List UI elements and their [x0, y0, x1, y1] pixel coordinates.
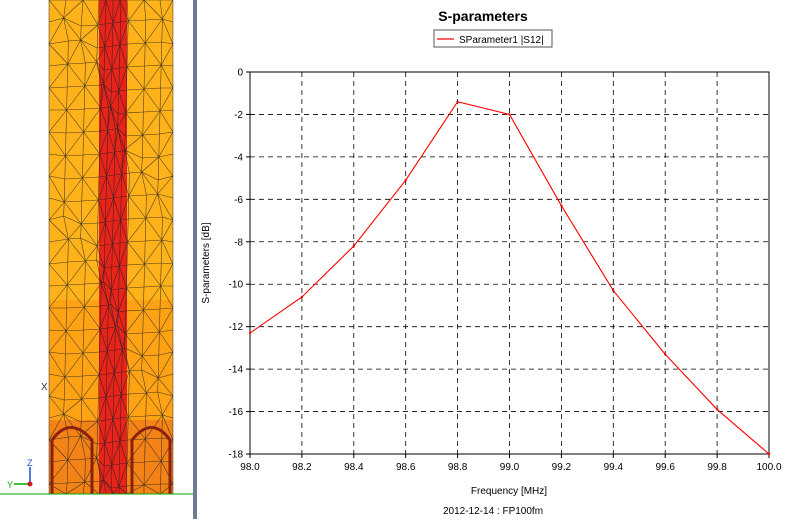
data-point	[612, 289, 615, 292]
y-tick-label: -18	[229, 450, 244, 461]
plot-panel: S-parameters SParameter1 |S12| 98.0 98.2 9…	[197, 0, 800, 519]
x-tick-label: 99.4	[604, 462, 624, 473]
data-point	[508, 113, 511, 116]
axis-origin-icon	[27, 481, 33, 487]
x-tick-label: 98.2	[292, 462, 312, 473]
y-tick-label: -14	[229, 365, 244, 376]
mesh-edges	[48, 0, 174, 495]
data-point	[560, 204, 563, 207]
mesh-arc-right	[130, 426, 172, 494]
x-tick-label: 98.4	[344, 462, 364, 473]
y-axis-label: S-parameters [dB]	[201, 222, 212, 303]
series-layer	[248, 100, 771, 456]
y-tick-label: -16	[229, 407, 244, 418]
legend-label: SParameter1 |S12|	[459, 35, 544, 46]
x-tick-label: 100.0	[756, 462, 781, 473]
x-tick-label: 98.0	[240, 462, 260, 473]
y-tick-label: -2	[234, 110, 243, 121]
data-point	[456, 100, 459, 103]
y-tick-label: -10	[229, 280, 244, 291]
mesh-view[interactable]: Z Y X	[0, 0, 193, 519]
y-tick-label: -8	[234, 237, 243, 248]
data-point	[248, 331, 252, 335]
data-point	[352, 244, 355, 248]
chart-footer: 2012-12-14 : FP100fm	[443, 506, 543, 517]
axis-z-label: Z	[27, 458, 33, 468]
x-axis-label: Frequency [MHz]	[471, 486, 547, 497]
data-point	[300, 295, 304, 299]
x-tick-label: 99.6	[655, 462, 675, 473]
x-axis-ticks: 98.0 98.2 98.4 98.6 98.8 99.0 99.2 99.4 99.6 99.8…	[240, 454, 782, 473]
x-tick-label: 99.8	[707, 462, 727, 473]
y-tick-label: 0	[237, 68, 243, 79]
legend-box	[433, 29, 553, 48]
mesh-triangulation	[48, 0, 174, 495]
mesh-canvas[interactable]: Z Y X	[0, 0, 193, 519]
grid	[250, 72, 769, 454]
chart-title: S-parameters	[438, 8, 528, 24]
cursor-x-label: X	[41, 382, 48, 393]
x-tick-label: 99.0	[500, 462, 520, 473]
y-tick-label: -12	[229, 322, 244, 333]
y-tick-label: -4	[234, 152, 243, 163]
mesh-arc-left	[50, 426, 94, 494]
panel-splitter[interactable]	[193, 0, 197, 519]
x-tick-label: 99.2	[552, 462, 572, 473]
data-point	[715, 408, 719, 411]
chart-canvas[interactable]: S-parameters SParameter1 |S12| 98.0 98.2 9…	[197, 0, 800, 519]
x-tick-label: 98.8	[448, 462, 468, 473]
axis-y-label: Y	[7, 480, 13, 490]
y-tick-label: -6	[234, 195, 243, 206]
legend[interactable]: SParameter1 |S12|	[433, 29, 553, 48]
data-point	[664, 353, 667, 356]
y-axis-ticks: 0 -2 -4 -6 -8 -10 -12 -14 -16 -18	[229, 68, 250, 461]
x-tick-label: 98.6	[396, 462, 416, 473]
data-point	[404, 179, 407, 182]
data-point	[767, 452, 771, 456]
